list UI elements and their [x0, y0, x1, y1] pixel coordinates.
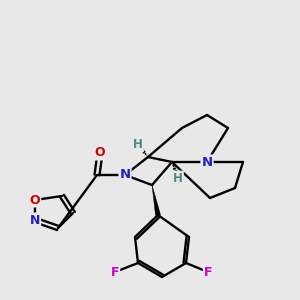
Text: F: F [111, 266, 119, 278]
Polygon shape [152, 185, 160, 215]
Text: O: O [95, 146, 105, 160]
Text: N: N [201, 155, 213, 169]
Text: H: H [133, 139, 143, 152]
Text: N: N [30, 214, 40, 226]
Text: H: H [173, 172, 183, 184]
Text: O: O [30, 194, 40, 206]
Text: N: N [119, 169, 130, 182]
Text: F: F [204, 266, 212, 278]
